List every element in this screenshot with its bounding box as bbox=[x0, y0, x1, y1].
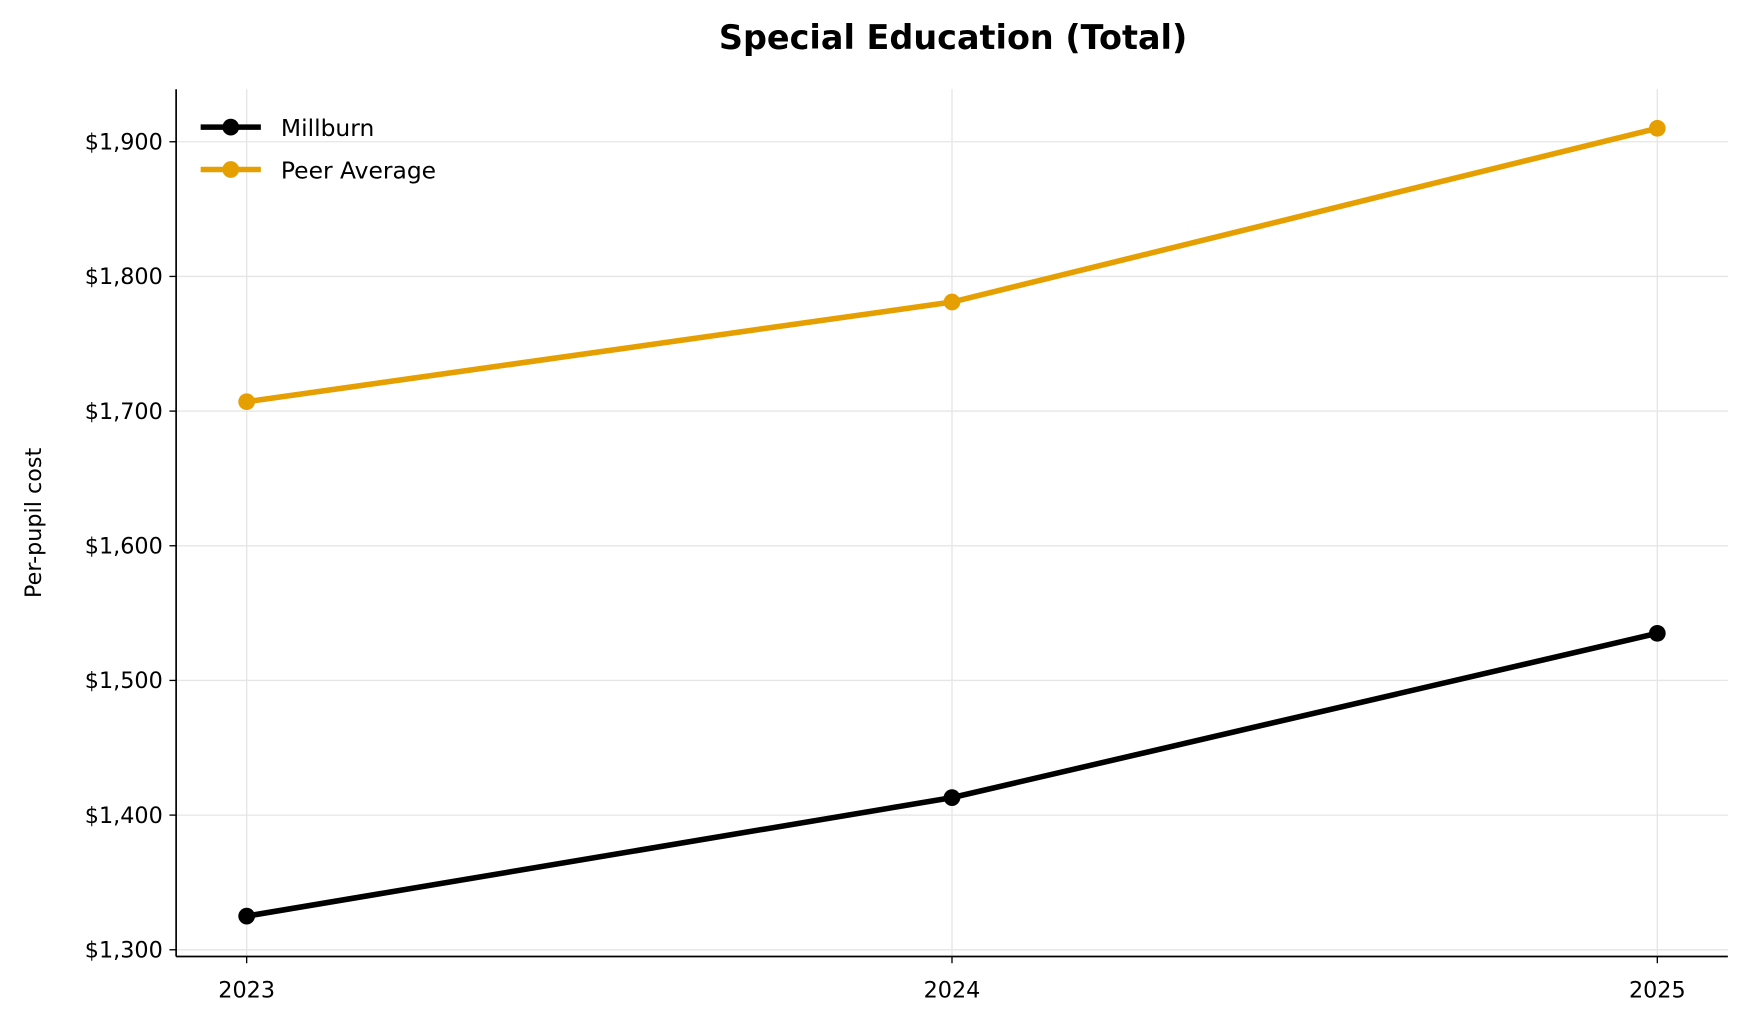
y-tick-label: $1,400 bbox=[85, 803, 163, 829]
y-tick-label: $1,500 bbox=[85, 668, 163, 694]
data-point bbox=[238, 907, 256, 925]
x-tick-label: 2023 bbox=[218, 978, 275, 1004]
y-tick-label: $1,300 bbox=[85, 938, 163, 964]
ticks: $1,300 $1,400 $1,500 $1,600 $1,700 $1,800 $1,9… bbox=[85, 130, 1686, 1004]
y-tick-label: $1,900 bbox=[85, 130, 163, 156]
grid bbox=[176, 89, 1728, 957]
legend-label: Peer Average bbox=[281, 156, 436, 184]
y-tick-label: $1,700 bbox=[85, 399, 163, 425]
chart-title: Special Education (Total) bbox=[719, 18, 1187, 57]
x-tick-label: 2025 bbox=[1629, 978, 1686, 1004]
data-point bbox=[238, 393, 256, 411]
x-tick-label: 2024 bbox=[924, 978, 981, 1004]
data-point bbox=[943, 293, 961, 311]
data-point bbox=[1648, 119, 1666, 137]
series-layer bbox=[238, 119, 1666, 925]
legend: Millburn Peer Average bbox=[200, 114, 436, 184]
data-point bbox=[943, 789, 961, 806]
data-point bbox=[1648, 624, 1666, 642]
y-axis-label: Per-pupil cost bbox=[21, 448, 47, 598]
legend-marker bbox=[222, 161, 240, 178]
y-tick-label: $1,600 bbox=[85, 534, 163, 560]
legend-label: Millburn bbox=[281, 114, 374, 142]
legend-marker bbox=[222, 118, 240, 136]
y-tick-label: $1,800 bbox=[85, 264, 163, 290]
